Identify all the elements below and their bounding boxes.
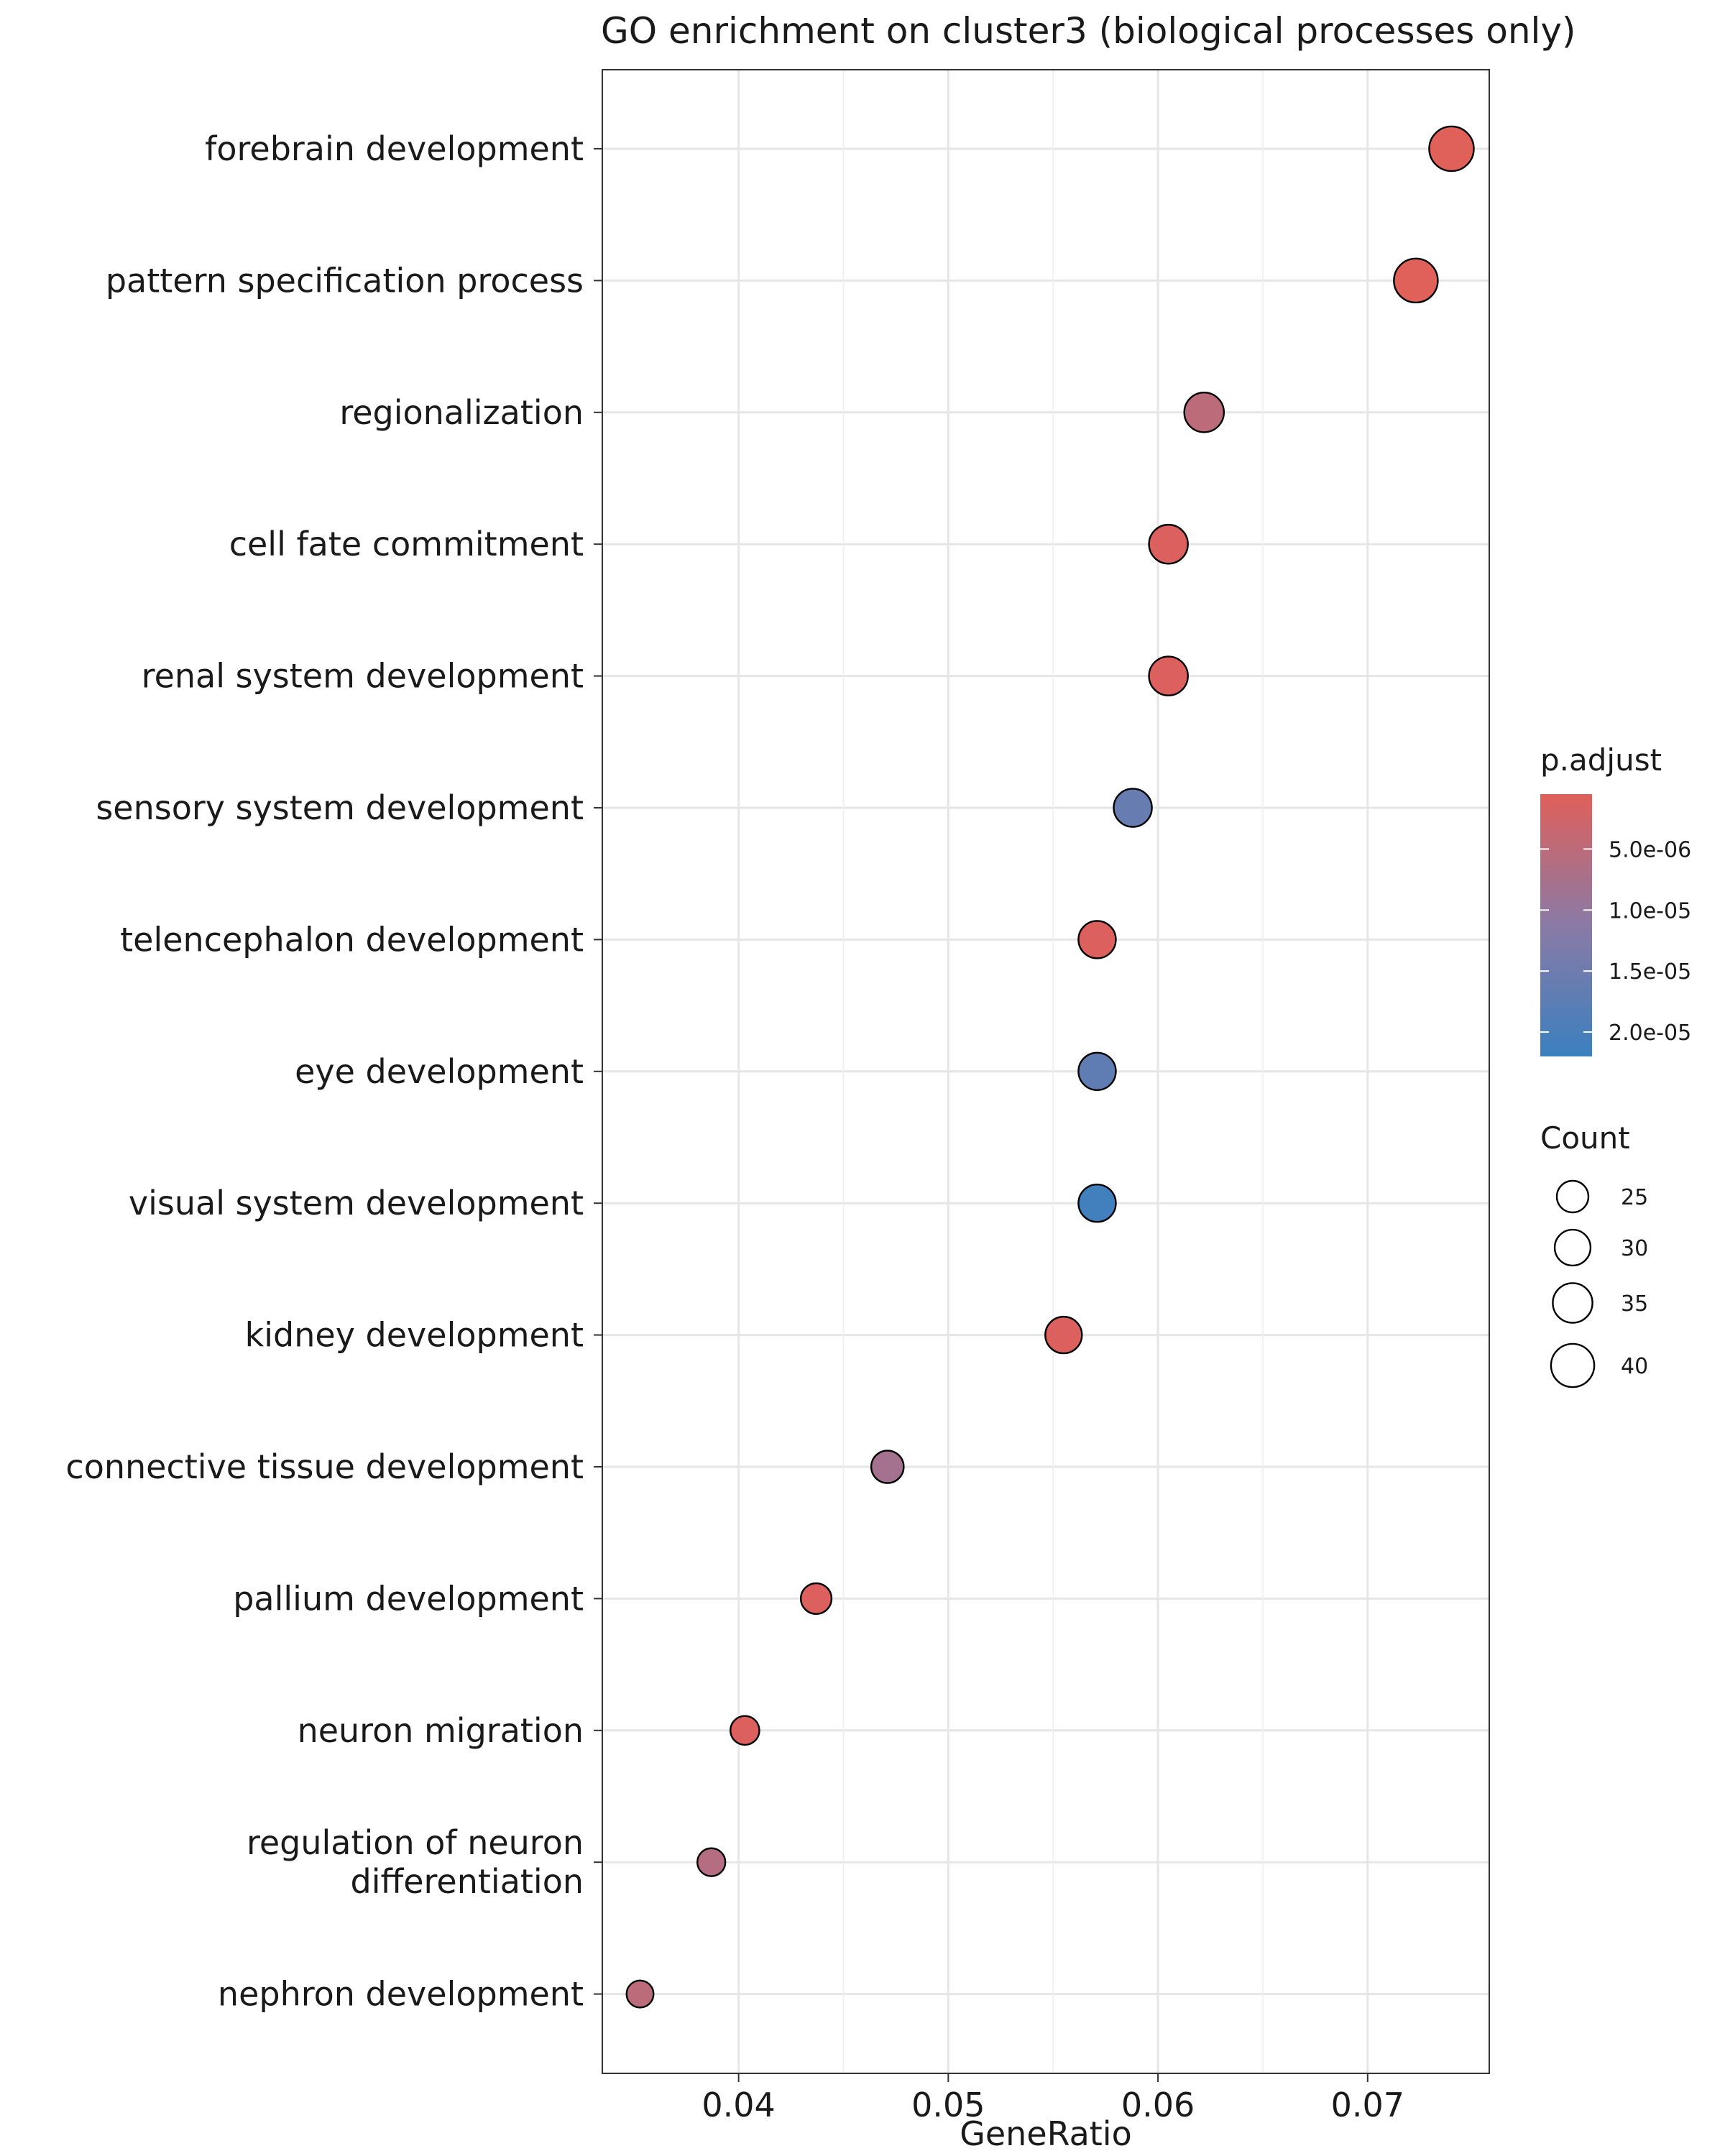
y-tick-label: eye development: [295, 1052, 584, 1091]
major-gridlines: [602, 70, 1489, 2073]
data-points: [625, 125, 1475, 2009]
x-tick-label: 0.05: [911, 2086, 985, 2124]
p-adjust-tick-label: 1.0e-05: [1609, 898, 1691, 923]
data-point: [1428, 125, 1475, 172]
data-point: [799, 1582, 833, 1615]
count-legend-label: 30: [1621, 1236, 1648, 1261]
data-point: [1183, 392, 1225, 433]
count-legend-circle: [1552, 1282, 1593, 1324]
x-axis-title: GeneRatio: [960, 2114, 1132, 2153]
y-tick-label: differentiation: [351, 1862, 584, 1901]
data-point: [1077, 920, 1117, 959]
x-tick-label: 0.07: [1331, 2086, 1404, 2124]
count-legend-label: 40: [1621, 1354, 1648, 1379]
count-legend-circle: [1555, 1179, 1590, 1214]
x-tick-label: 0.04: [702, 2086, 775, 2124]
data-point: [730, 1715, 760, 1746]
count-legend: Count 25 30 35 40: [1540, 1120, 1648, 1388]
chart-title: GO enrichment on cluster3 (biological pr…: [601, 10, 1576, 52]
y-tick-label: renal system development: [142, 657, 584, 696]
y-tick-label: neuron migration: [298, 1711, 584, 1750]
count-legend-label: 35: [1621, 1291, 1648, 1317]
x-tick-label: 0.06: [1121, 2086, 1195, 2124]
count-legend-circle: [1553, 1228, 1592, 1267]
y-axis-ticks: [594, 148, 602, 1995]
y-tick-label: connective tissue development: [65, 1447, 584, 1486]
p-adjust-colorbar: [1540, 794, 1592, 1056]
data-point: [1148, 655, 1189, 696]
y-tick-label: regulation of neuron: [247, 1823, 584, 1862]
p-adjust-tick-label: 1.5e-05: [1609, 959, 1691, 985]
data-point: [696, 1847, 727, 1877]
count-legend-title: Count: [1540, 1120, 1630, 1156]
data-point: [870, 1450, 905, 1484]
data-point: [1148, 523, 1189, 565]
count-legend-items: 25 30 35 40: [1550, 1179, 1648, 1388]
x-axis-ticks: 0.04 0.05 0.06 0.07: [702, 2073, 1404, 2124]
y-axis-term-labels: forebrain development pattern specificati…: [65, 129, 584, 2014]
y-tick-label: telencephalon development: [120, 920, 584, 959]
data-point: [1393, 257, 1439, 304]
p-adjust-tick-label: 2.0e-05: [1609, 1021, 1691, 1046]
p-adjust-legend: p.adjust 5.0e-06 1.0e-05 1.5e-05 2.0e-05: [1540, 742, 1691, 1056]
data-point: [1113, 788, 1153, 828]
p-adjust-legend-ticks: 5.0e-06 1.0e-05 1.5e-05 2.0e-05: [1540, 837, 1691, 1046]
y-tick-label: nephron development: [218, 1975, 584, 2014]
count-legend-label: 25: [1621, 1185, 1648, 1210]
minor-gridlines: [842, 70, 1264, 2073]
data-point: [1077, 1183, 1117, 1223]
y-tick-label: sensory system development: [96, 788, 584, 827]
y-tick-label: forebrain development: [205, 129, 584, 168]
data-point: [625, 1979, 655, 2009]
count-legend-circle: [1550, 1342, 1596, 1388]
y-tick-label: regionalization: [339, 393, 584, 432]
data-point: [1077, 1051, 1117, 1092]
y-tick-label: pallium development: [233, 1579, 584, 1618]
data-point: [1044, 1315, 1083, 1355]
y-tick-label: kidney development: [245, 1316, 584, 1355]
y-tick-label: visual system development: [129, 1184, 584, 1222]
y-tick-label: cell fate commitment: [229, 525, 584, 563]
y-tick-label: pattern specification process: [106, 261, 584, 300]
p-adjust-tick-label: 5.0e-06: [1609, 837, 1691, 862]
p-adjust-legend-title: p.adjust: [1540, 742, 1662, 778]
